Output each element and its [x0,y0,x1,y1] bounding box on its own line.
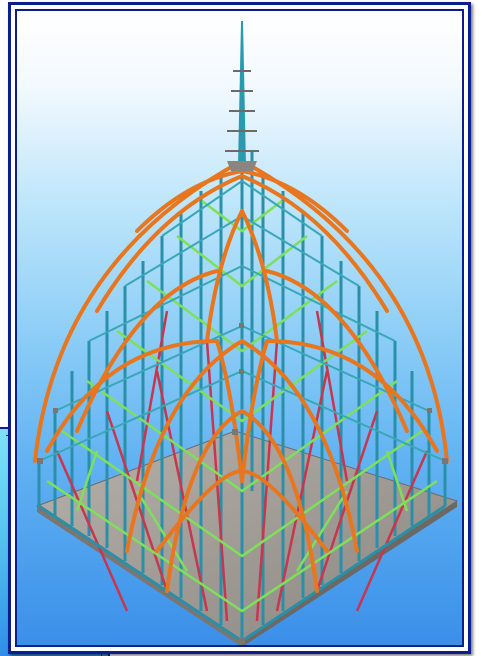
dome-structure-render [33,21,459,645]
image-viewport [15,9,464,647]
columns [37,151,447,639]
base-plate-edge [37,506,242,645]
nodes [37,323,448,644]
base-plate-edge-right [242,501,457,645]
image-frame [8,2,471,654]
arch-ribs [33,159,449,593]
spire [225,21,259,171]
